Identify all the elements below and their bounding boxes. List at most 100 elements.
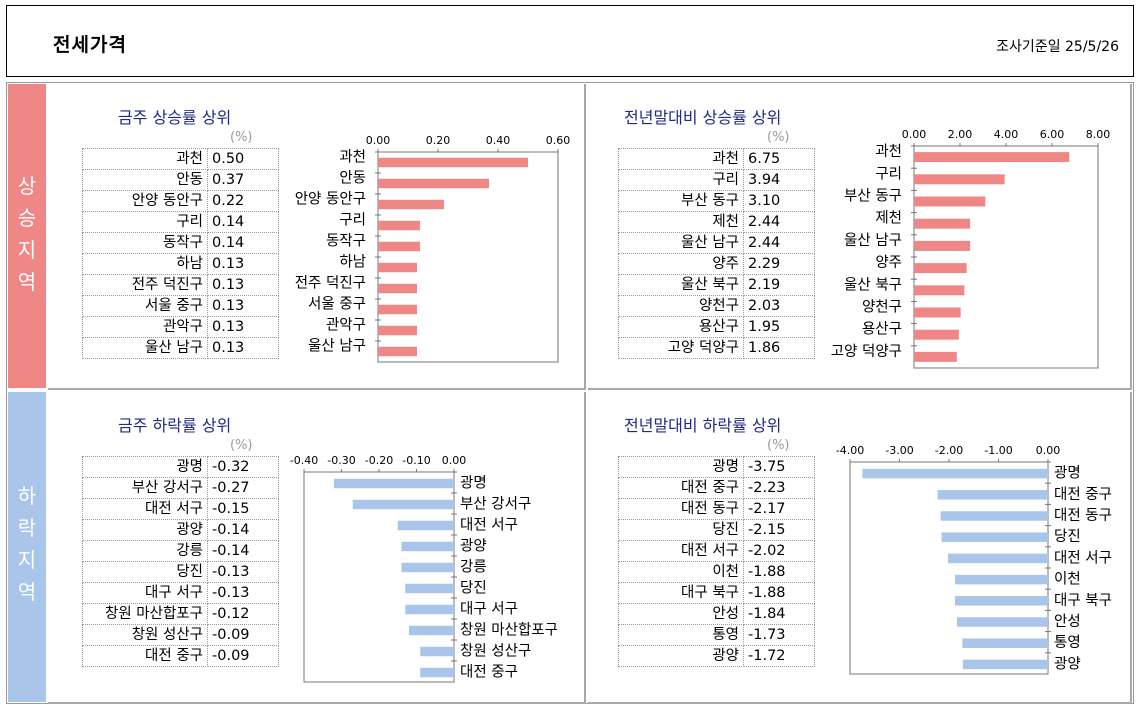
table-row: 관악구 0.13 <box>82 316 279 338</box>
category-label: 제천 <box>875 210 902 227</box>
table-row: 양천구 2.03 <box>618 295 815 317</box>
region-name: 울산 남구 <box>82 337 208 359</box>
bar <box>914 196 986 207</box>
category-label: 광명 <box>460 475 487 492</box>
category-label: 울산 남구 <box>308 338 366 355</box>
category-label: 부산 동구 <box>844 188 902 205</box>
table-row: 광양 -1.72 <box>618 645 815 667</box>
category-label: 울산 남구 <box>844 232 902 249</box>
bar <box>914 351 957 362</box>
region-name: 창원 성산구 <box>82 624 208 646</box>
category-label: 당진 <box>460 580 487 597</box>
tick-label: -4.00 <box>836 444 864 457</box>
region-name: 대전 동구 <box>618 498 744 520</box>
rate-value: 3.94 <box>743 169 815 191</box>
category-label: 광양 <box>460 538 487 555</box>
category-label: 대전 중구 <box>1054 486 1112 503</box>
table-row: 울산 남구 0.13 <box>82 337 279 359</box>
category-label: 양주 <box>875 254 902 271</box>
rate-value: -0.15 <box>207 498 279 520</box>
category-label: 이천 <box>1054 571 1081 588</box>
tick-label: -0.10 <box>402 454 430 467</box>
bar <box>914 174 1005 185</box>
bar <box>378 220 420 231</box>
table-row: 창원 마산합포구 -0.12 <box>82 603 279 625</box>
category-label: 창원 성산구 <box>460 643 531 660</box>
side-char: 지 <box>17 238 37 262</box>
region-name: 구리 <box>618 169 744 191</box>
category-label: 관악구 <box>326 317 366 334</box>
bar <box>914 218 971 229</box>
tick-label: -3.00 <box>885 444 913 457</box>
category-label: 구리 <box>339 212 366 229</box>
region-name: 당진 <box>82 561 208 583</box>
rate-value: 2.44 <box>743 232 815 254</box>
tick-label: 4.00 <box>994 128 1019 141</box>
category-label: 과천 <box>875 143 902 160</box>
rate-value: -1.84 <box>743 603 815 625</box>
category-label: 과천 <box>339 149 366 166</box>
category-label: 서울 중구 <box>308 296 366 313</box>
rate-value: -0.09 <box>207 645 279 667</box>
table-row: 양주 2.29 <box>618 253 815 275</box>
rate-value: -0.12 <box>207 603 279 625</box>
region-name: 광양 <box>618 645 744 667</box>
region-name: 하남 <box>82 253 208 275</box>
bar <box>862 468 1048 479</box>
region-name: 구리 <box>82 211 208 233</box>
region-name: 안성 <box>618 603 744 625</box>
unit-label: (%) <box>767 438 790 453</box>
category-label: 광양 <box>1054 655 1081 672</box>
table-row: 광양 -0.14 <box>82 519 279 541</box>
bar <box>405 583 454 594</box>
data-table: 과천 6.75 구리 3.94 부산 동구 3.10 제천 2.44 울산 남구 2.44 양주 2.… <box>618 148 815 359</box>
table-row: 안양 동안구 0.22 <box>82 190 279 212</box>
tick-label: -1.00 <box>984 444 1012 457</box>
bar <box>940 511 1048 521</box>
side-char: 역 <box>17 270 37 294</box>
category-label: 용산구 <box>862 321 902 338</box>
bar <box>941 532 1048 542</box>
table-row: 통영 -1.73 <box>618 624 815 646</box>
tick-label: 0.00 <box>902 128 927 141</box>
bar <box>956 617 1048 627</box>
table-row: 광명 -3.75 <box>618 456 815 478</box>
category-label: 양천구 <box>862 299 902 316</box>
table-row: 안동 0.37 <box>82 169 279 191</box>
region-name: 양주 <box>618 253 744 275</box>
table-row: 부산 동구 3.10 <box>618 190 815 212</box>
category-label: 부산 강서구 <box>460 496 531 513</box>
category-label: 안동 <box>339 170 366 187</box>
table-row: 대전 동구 -2.17 <box>618 498 815 520</box>
rate-value: -0.14 <box>207 519 279 541</box>
region-name: 동작구 <box>82 232 208 254</box>
bar <box>378 241 420 252</box>
rate-value: -1.72 <box>743 645 815 667</box>
category-label: 하남 <box>339 254 366 271</box>
bar <box>378 325 417 336</box>
category-label: 창원 마산합포구 <box>460 622 558 639</box>
region-name: 대전 중구 <box>82 645 208 667</box>
rate-value: 0.22 <box>207 190 279 212</box>
bar <box>401 562 454 573</box>
bar <box>962 638 1048 648</box>
rate-value: -1.73 <box>743 624 815 646</box>
bar <box>962 659 1048 670</box>
rate-value: -2.15 <box>743 519 815 541</box>
data-table: 과천 0.50 안동 0.37 안양 동안구 0.22 구리 0.14 동작구 0.14 하남 0.1… <box>82 148 279 359</box>
bar <box>420 646 454 657</box>
region-name: 광명 <box>82 456 208 478</box>
category-label: 강릉 <box>460 559 487 576</box>
table-row: 고양 덕양구 1.86 <box>618 337 815 359</box>
data-table: 광명 -3.75 대전 중구 -2.23 대전 동구 -2.17 당진 -2.15 대전 서구 -… <box>618 456 815 667</box>
tick-label: 0.00 <box>1036 444 1061 457</box>
rate-value: 0.13 <box>207 316 279 338</box>
region-name: 통영 <box>618 624 744 646</box>
rate-value: -3.75 <box>743 456 815 478</box>
bar <box>334 478 454 489</box>
side-char: 하 <box>17 484 37 508</box>
region-name: 안동 <box>82 169 208 191</box>
